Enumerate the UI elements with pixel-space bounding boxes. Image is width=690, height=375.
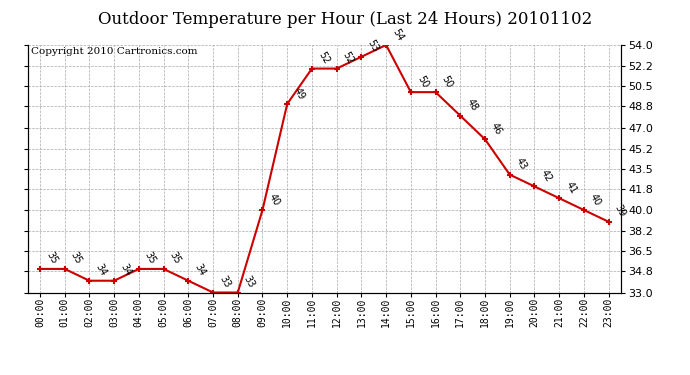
Text: 52: 52 [316,50,331,66]
Text: 35: 35 [168,251,183,266]
Text: 35: 35 [143,251,158,266]
Text: Copyright 2010 Cartronics.com: Copyright 2010 Cartronics.com [30,48,197,57]
Text: 42: 42 [539,168,553,184]
Text: 54: 54 [391,27,405,42]
Text: 48: 48 [464,98,480,113]
Text: 34: 34 [193,262,207,278]
Text: 52: 52 [341,50,356,66]
Text: 49: 49 [291,86,306,101]
Text: 35: 35 [44,251,59,266]
Text: 33: 33 [242,274,257,290]
Text: Outdoor Temperature per Hour (Last 24 Hours) 20101102: Outdoor Temperature per Hour (Last 24 Ho… [98,11,592,28]
Text: 50: 50 [440,74,455,89]
Text: 50: 50 [415,74,430,89]
Text: 40: 40 [588,192,603,207]
Text: 35: 35 [69,251,83,266]
Text: 53: 53 [366,38,380,54]
Text: 34: 34 [118,262,133,278]
Text: 43: 43 [514,156,529,172]
Text: 34: 34 [94,262,108,278]
Text: 39: 39 [613,203,628,219]
Text: 40: 40 [266,192,282,207]
Text: 33: 33 [217,274,232,290]
Text: 41: 41 [563,180,578,195]
Text: 46: 46 [489,121,504,136]
